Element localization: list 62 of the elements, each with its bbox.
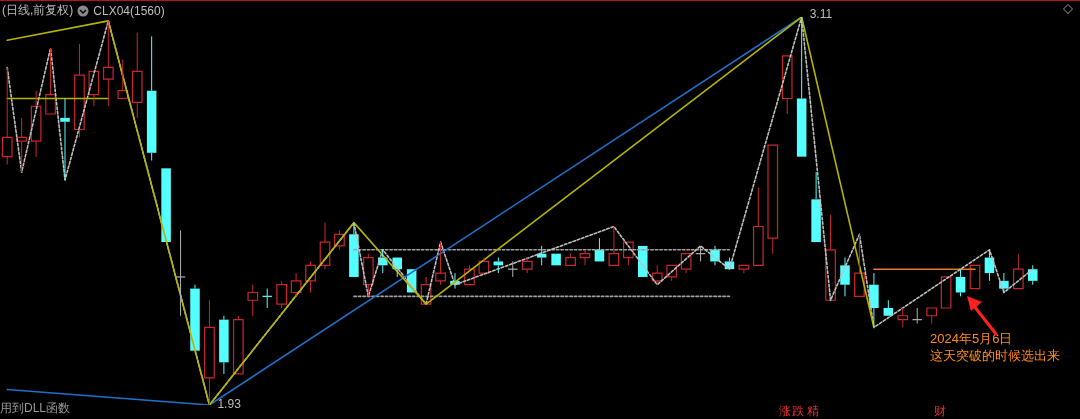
annotation: 跌 <box>792 404 804 419</box>
candlestick <box>883 299 894 316</box>
candlestick <box>1 66 13 165</box>
annotation: 精 <box>807 404 819 419</box>
candlestick <box>666 264 678 282</box>
candlestick <box>869 272 879 328</box>
candlestick <box>1028 264 1038 286</box>
candlestick <box>854 233 865 297</box>
candlestick <box>738 264 750 274</box>
candlestick <box>319 222 331 270</box>
candlestick <box>219 315 229 375</box>
chart-title: (日线,前复权) <box>2 2 74 19</box>
candlestick <box>955 268 966 297</box>
candlestick <box>290 272 302 297</box>
candlestick <box>30 90 42 158</box>
annotation: 涨 <box>779 404 791 419</box>
annotation: 这天突破的时候选出来 <box>930 347 1060 364</box>
candlestick <box>45 47 56 115</box>
candlestick <box>651 264 663 286</box>
candlestick <box>796 16 807 157</box>
candlestick <box>825 214 836 301</box>
annotation: 1.93 <box>217 397 242 412</box>
annotation: 3.11 <box>809 7 833 22</box>
candlestick <box>464 264 475 286</box>
candlestick <box>16 117 28 173</box>
candlestick <box>767 144 779 255</box>
candlestick <box>840 257 850 297</box>
annotation: 用到DLL函数 <box>0 400 71 417</box>
candlestick <box>579 249 591 266</box>
candlestick <box>926 307 938 325</box>
candlestick <box>247 284 259 317</box>
candlestick <box>493 257 504 274</box>
candlestick <box>102 20 114 107</box>
candlestick <box>420 276 432 305</box>
candlestick <box>781 55 793 115</box>
chart-subtitle: CLX04(1560) <box>93 3 165 18</box>
candlestick <box>146 35 157 162</box>
annotation: 财 <box>934 404 946 419</box>
candlestick <box>60 97 70 181</box>
candlestick <box>478 257 490 274</box>
candlestick <box>362 253 374 297</box>
candlestick <box>88 70 100 107</box>
candlestick <box>349 222 359 277</box>
candlestick <box>117 59 129 100</box>
candlestick <box>435 241 446 286</box>
candlestick <box>536 245 547 266</box>
candlestick <box>897 307 909 328</box>
candlestick <box>232 315 244 375</box>
candlestick <box>276 280 288 309</box>
candlestick <box>204 299 215 406</box>
candlestick <box>1012 253 1024 290</box>
candlestick <box>175 229 186 317</box>
candlestick <box>680 253 692 274</box>
candlestick <box>190 284 200 351</box>
candlestick <box>608 226 620 266</box>
candlestick <box>752 187 764 266</box>
candlestick <box>131 32 143 119</box>
candlestick <box>74 43 85 138</box>
candlestick <box>305 260 316 293</box>
candlestick <box>565 253 576 266</box>
candlestick <box>811 171 821 243</box>
candlestick <box>334 229 345 251</box>
